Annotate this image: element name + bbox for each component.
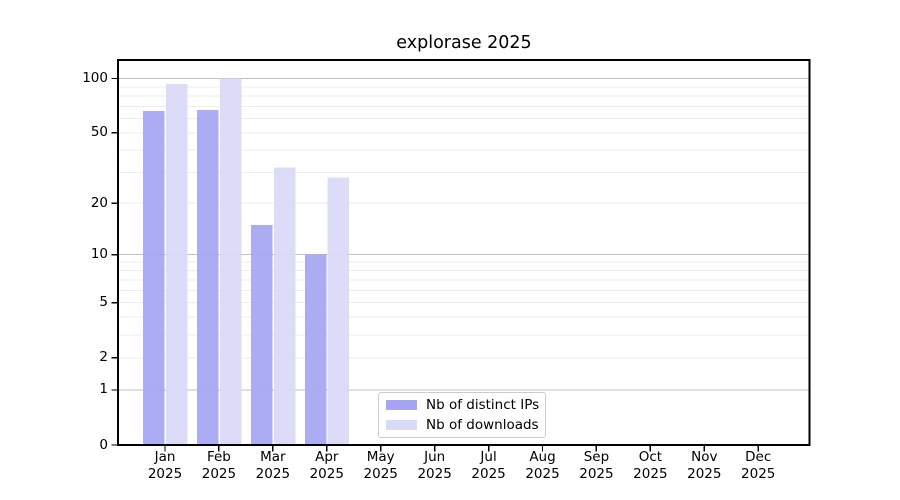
y-tick-label-5: 5 xyxy=(99,294,108,311)
bar-downloads-jan xyxy=(165,84,188,446)
plot-border xyxy=(117,59,811,446)
x-tick-label-jun: Jun 2025 xyxy=(407,449,463,482)
year-label: 2025 xyxy=(417,465,452,482)
x-tick-label-may: May 2025 xyxy=(353,449,409,482)
legend: Nb of distinct IPs Nb of downloads xyxy=(378,392,546,438)
year-label: 2025 xyxy=(147,465,183,482)
month-label: May xyxy=(366,449,395,465)
y-tick-label-1: 1 xyxy=(99,381,108,398)
x-tick-label-mar: Mar 2025 xyxy=(245,449,301,482)
bar-distinct-ips-feb xyxy=(197,109,219,445)
bar-distinct-ips-mar xyxy=(250,224,273,445)
x-tick-label-aug: Aug 2025 xyxy=(515,449,571,482)
bar-downloads-feb xyxy=(219,78,242,445)
legend-item-downloads: Nb of downloads xyxy=(386,417,545,434)
month-label: Oct xyxy=(638,449,663,465)
bar-distinct-ips-apr xyxy=(304,254,327,445)
year-label: 2025 xyxy=(741,465,776,482)
legend-swatch-distinct-ips xyxy=(386,400,417,410)
month-label: Dec xyxy=(745,449,772,465)
y-tick-label-100: 100 xyxy=(82,70,108,86)
legend-item-distinct-ips: Nb of distinct IPs xyxy=(386,397,545,414)
month-label: Jun xyxy=(424,449,446,465)
y-tick-label-10: 10 xyxy=(90,246,108,263)
bar-distinct-ips-jan xyxy=(143,111,165,445)
month-label: Feb xyxy=(206,449,231,465)
year-label: 2025 xyxy=(579,465,614,482)
x-tick-label-oct: Oct 2025 xyxy=(622,449,678,482)
month-label: Sep xyxy=(583,449,610,465)
y-tick-label-2: 2 xyxy=(99,349,108,366)
month-label: Nov xyxy=(691,449,718,465)
x-tick-label-dec: Dec 2025 xyxy=(730,449,786,482)
x-tick-label-jul: Jul 2025 xyxy=(461,449,517,482)
x-tick-label-apr: Apr 2025 xyxy=(299,449,355,482)
x-tick-label-feb: Feb 2025 xyxy=(191,449,247,482)
year-label: 2025 xyxy=(471,465,506,482)
year-label: 2025 xyxy=(309,465,344,482)
x-tick-label-nov: Nov 2025 xyxy=(676,449,732,482)
year-label: 2025 xyxy=(201,465,237,482)
legend-label-distinct-ips: Nb of distinct IPs xyxy=(426,397,540,413)
x-tick-label-jan: Jan 2025 xyxy=(137,449,193,482)
y-tick-label-50: 50 xyxy=(90,124,108,141)
year-label: 2025 xyxy=(255,465,291,482)
chart-title: explorase 2025 xyxy=(396,33,532,53)
legend-swatch-downloads xyxy=(386,420,417,430)
month-label: Aug xyxy=(529,449,556,465)
month-label: Apr xyxy=(315,449,339,465)
year-label: 2025 xyxy=(363,465,398,482)
bar-downloads-mar xyxy=(273,167,296,445)
year-label: 2025 xyxy=(525,465,560,482)
month-label: Mar xyxy=(260,449,286,465)
year-label: 2025 xyxy=(633,465,668,482)
x-tick-label-sep: Sep 2025 xyxy=(568,449,624,482)
y-tick-label-0: 0 xyxy=(99,436,108,453)
month-label: Jul xyxy=(480,449,497,465)
month-label: Jan xyxy=(154,449,176,465)
legend-label-downloads: Nb of downloads xyxy=(426,417,539,433)
year-label: 2025 xyxy=(687,465,722,482)
y-tick-label-20: 20 xyxy=(90,194,108,211)
bar-downloads-apr xyxy=(327,177,350,445)
